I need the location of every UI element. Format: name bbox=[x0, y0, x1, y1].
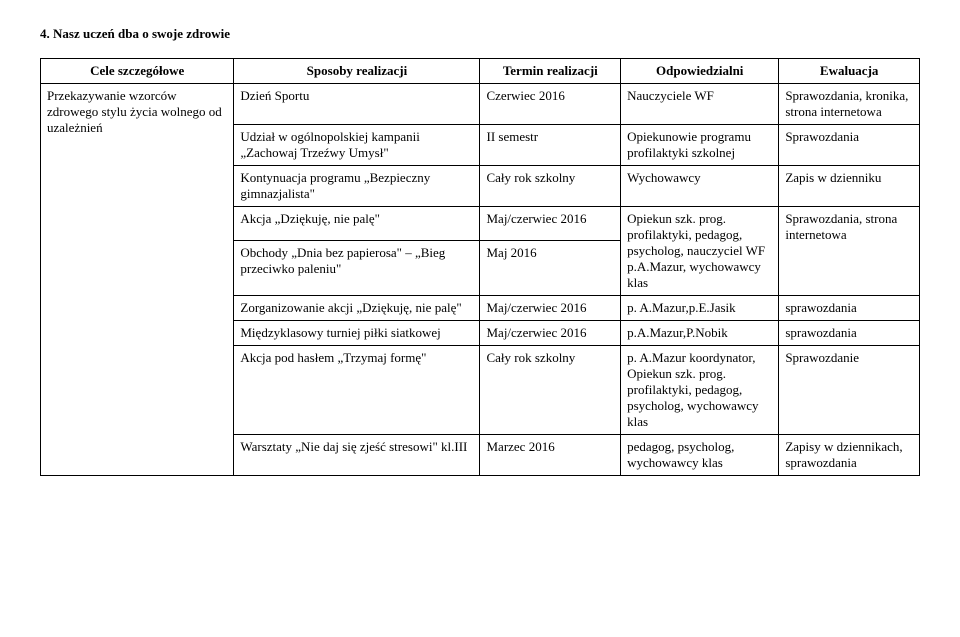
section-title: 4. Nasz uczeń dba o swoje zdrowie bbox=[40, 26, 920, 42]
cell-ewaluacja: Sprawozdania bbox=[779, 125, 920, 166]
cell-sposoby: Akcja „Dziękuję, nie palę" bbox=[234, 207, 480, 241]
header-sposoby: Sposoby realizacji bbox=[234, 59, 480, 84]
cell-cele: Przekazywanie wzorców zdrowego stylu życ… bbox=[41, 84, 234, 476]
cell-odpowiedzialni: pedagog, psycholog, wychowawcy klas bbox=[621, 435, 779, 476]
cell-termin: Maj/czerwiec 2016 bbox=[480, 321, 621, 346]
cell-termin: Marzec 2016 bbox=[480, 435, 621, 476]
table-header-row: Cele szczegółowe Sposoby realizacji Term… bbox=[41, 59, 920, 84]
cell-sposoby: Zorganizowanie akcji „Dziękuję, nie palę… bbox=[234, 296, 480, 321]
cell-odpowiedzialni: p. A.Mazur koordynator, Opiekun szk. pro… bbox=[621, 346, 779, 435]
cell-odpowiedzialni: Opiekunowie programu profilaktyki szkoln… bbox=[621, 125, 779, 166]
table-row: Przekazywanie wzorców zdrowego stylu życ… bbox=[41, 84, 920, 125]
cell-ewaluacja: Sprawozdania, strona internetowa bbox=[779, 207, 920, 296]
cell-odpowiedzialni: Nauczyciele WF bbox=[621, 84, 779, 125]
cell-termin: Maj/czerwiec 2016 bbox=[480, 207, 621, 241]
cell-sposoby: Obchody „Dnia bez papierosa" – „Bieg prz… bbox=[234, 240, 480, 295]
cell-odpowiedzialni: p.A.Mazur,P.Nobik bbox=[621, 321, 779, 346]
cell-ewaluacja: Zapisy w dziennikach, sprawozdania bbox=[779, 435, 920, 476]
cell-odpowiedzialni: Opiekun szk. prog. profilaktyki, pedagog… bbox=[621, 207, 779, 296]
header-ewaluacja: Ewaluacja bbox=[779, 59, 920, 84]
cell-sposoby: Dzień Sportu bbox=[234, 84, 480, 125]
cell-ewaluacja: Sprawozdanie bbox=[779, 346, 920, 435]
cell-ewaluacja: sprawozdania bbox=[779, 296, 920, 321]
header-odpowiedzialni: Odpowiedzialni bbox=[621, 59, 779, 84]
cell-ewaluacja: Sprawozdania, kronika, strona internetow… bbox=[779, 84, 920, 125]
cell-odpowiedzialni: Wychowawcy bbox=[621, 166, 779, 207]
cell-sposoby: Warsztaty „Nie daj się zjeść stresowi" k… bbox=[234, 435, 480, 476]
cell-termin: Maj 2016 bbox=[480, 240, 621, 295]
cell-sposoby: Kontynuacja programu „Bezpieczny gimnazj… bbox=[234, 166, 480, 207]
cell-ewaluacja: Zapis w dzienniku bbox=[779, 166, 920, 207]
main-table: Cele szczegółowe Sposoby realizacji Term… bbox=[40, 58, 920, 476]
cell-termin: Cały rok szkolny bbox=[480, 166, 621, 207]
cell-termin: Maj/czerwiec 2016 bbox=[480, 296, 621, 321]
cell-termin: Cały rok szkolny bbox=[480, 346, 621, 435]
cell-sposoby: Międzyklasowy turniej piłki siatkowej bbox=[234, 321, 480, 346]
cell-termin: Czerwiec 2016 bbox=[480, 84, 621, 125]
cell-sposoby: Akcja pod hasłem „Trzymaj formę" bbox=[234, 346, 480, 435]
cell-sposoby: Udział w ogólnopolskiej kampanii „Zachow… bbox=[234, 125, 480, 166]
header-termin: Termin realizacji bbox=[480, 59, 621, 84]
header-cele: Cele szczegółowe bbox=[41, 59, 234, 84]
cell-termin: II semestr bbox=[480, 125, 621, 166]
cell-ewaluacja: sprawozdania bbox=[779, 321, 920, 346]
cell-odpowiedzialni: p. A.Mazur,p.E.Jasik bbox=[621, 296, 779, 321]
